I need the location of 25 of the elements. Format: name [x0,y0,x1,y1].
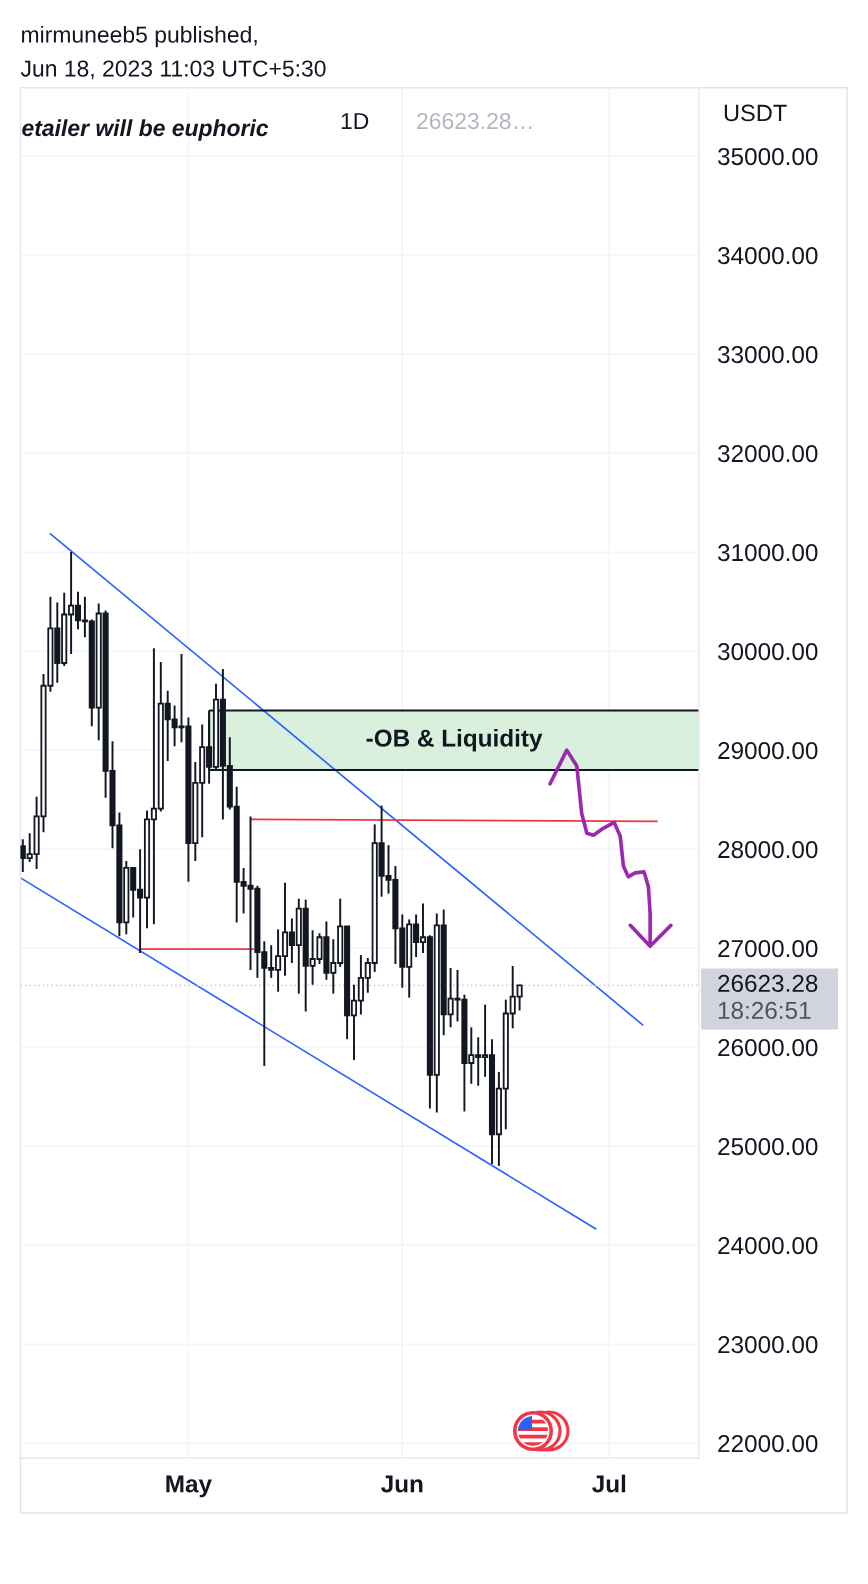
y-axis-title: USDT [724,104,787,122]
y-tick-label: 24000.00 [718,1236,818,1255]
y-tick-label: 26000.00 [718,1038,818,1057]
y-tick-label: 33000.00 [717,345,818,364]
y-tick-label: 25000.00 [718,1137,818,1156]
x-tick-label: Jun [381,1475,423,1493]
y-tick-label: 27000.00 [718,939,818,958]
annotation: etailer will be euphoric [22,119,269,141]
y-tick-label: 28000.00 [718,840,818,859]
y-tick-label: 23000.00 [718,1335,818,1354]
y-tick-label: 30000.00 [717,642,818,661]
y-tick-label: 32000.00 [717,444,818,463]
chart-title: mirmuneeb5 published, [22,25,257,48]
ref-line-label: 26623.28 18:26:51 [718,974,818,1019]
annotation: 26623.28… [417,112,532,130]
annotation: 1D [341,113,369,129]
x-tick-label: Jul [592,1474,626,1493]
y-tick-label: 34000.00 [717,246,818,265]
y-tick-label: 22000.00 [718,1434,818,1453]
x-tick-label: May [166,1475,212,1498]
chart-subtitle: Jun 18, 2023 11:03 UTC+5:30 [20,60,326,80]
y-tick-label: 35000.00 [717,147,818,166]
series-label: -OB & Liquidity [366,728,543,752]
y-tick-label: 31000.00 [717,543,818,562]
y-tick-label: 29000.00 [718,741,818,760]
